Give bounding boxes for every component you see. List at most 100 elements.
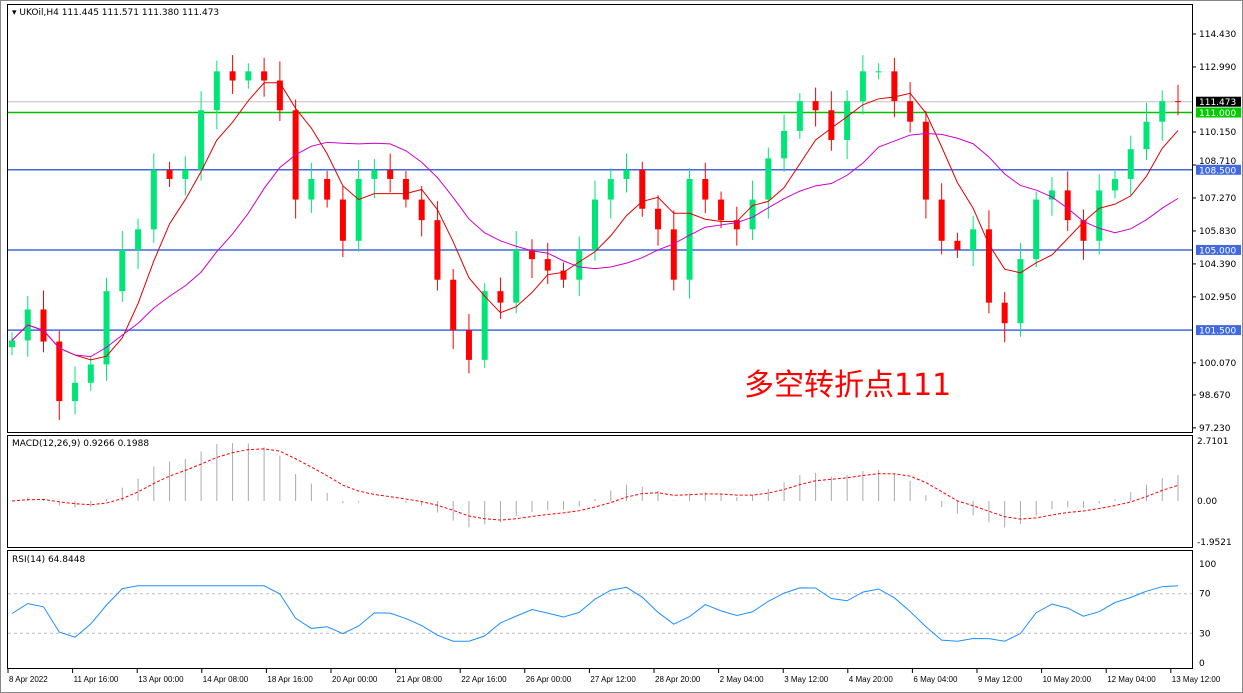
candle-body[interactable] — [450, 279, 457, 331]
candle-body[interactable] — [718, 199, 725, 221]
candle-body[interactable] — [402, 178, 409, 200]
candle-body[interactable] — [1033, 199, 1040, 260]
candle-body[interactable] — [56, 341, 63, 402]
candle-body[interactable] — [229, 71, 236, 81]
candle-body[interactable] — [261, 71, 268, 81]
candle-body[interactable] — [276, 80, 283, 111]
candle-body[interactable] — [1017, 259, 1024, 324]
time-tick-label: 13 Apr 00:00 — [138, 675, 184, 684]
candle-body[interactable] — [418, 199, 425, 221]
time-tick-label: 22 Apr 16:00 — [461, 675, 507, 684]
candle-body[interactable] — [844, 101, 851, 141]
candle-body[interactable] — [324, 178, 331, 200]
candle-body[interactable] — [544, 259, 551, 271]
rsi-tick-label: 30 — [1199, 629, 1211, 639]
time-tick-label: 27 Apr 12:00 — [590, 675, 636, 684]
time-tick-label: 10 May 20:00 — [1043, 675, 1092, 684]
candle-body[interactable] — [528, 249, 535, 260]
candle-body[interactable] — [434, 220, 441, 280]
candle-body[interactable] — [1080, 220, 1087, 241]
candle-body[interactable] — [828, 110, 835, 141]
candle-body[interactable] — [1001, 302, 1008, 324]
candle-body[interactable] — [796, 101, 803, 131]
candle-body[interactable] — [198, 110, 205, 170]
candle-body[interactable] — [592, 199, 598, 250]
rsi-line — [11, 585, 1179, 642]
price-tick-label: 112.990 — [1199, 63, 1236, 73]
candle-body[interactable] — [655, 208, 662, 230]
candle-body[interactable] — [985, 229, 992, 303]
candle-body[interactable] — [907, 101, 914, 122]
candle-body[interactable] — [497, 291, 504, 303]
candle-body[interactable] — [166, 169, 173, 179]
time-tick-label: 4 May 20:00 — [849, 675, 894, 684]
price-level-tag — [1196, 244, 1241, 255]
time-tick-label: 20 Apr 00:00 — [332, 675, 378, 684]
candle-body[interactable] — [623, 169, 630, 179]
candle-body[interactable] — [576, 249, 583, 280]
candle-body[interactable] — [765, 158, 772, 200]
ma-fast-line — [11, 82, 1179, 361]
candle-body[interactable] — [387, 169, 394, 179]
candle-body[interactable] — [513, 249, 520, 303]
candle-body[interactable] — [308, 178, 315, 200]
candle-body[interactable] — [670, 229, 677, 280]
candle-body[interactable] — [40, 309, 47, 342]
price-tick-label: 105.830 — [1199, 227, 1236, 237]
candle-body[interactable] — [1175, 101, 1181, 103]
price-tick-label: 104.390 — [1199, 260, 1236, 270]
rsi-label: RSI(14) 64.8448 — [12, 555, 85, 565]
candle-body[interactable] — [781, 130, 788, 159]
macd-panel — [7, 435, 1193, 548]
candle-body[interactable] — [465, 330, 472, 360]
candle-body[interactable] — [150, 169, 157, 230]
price-tick-label: 97.230 — [1199, 424, 1231, 434]
candle-body[interactable] — [1127, 149, 1134, 179]
candle-body[interactable] — [686, 178, 693, 280]
candle-body[interactable] — [371, 169, 378, 179]
candle-body[interactable] — [182, 169, 189, 179]
time-tick-label: 26 Apr 00:00 — [526, 675, 572, 684]
candle-body[interactable] — [135, 229, 142, 250]
candle-body[interactable] — [1159, 101, 1166, 122]
candle-body[interactable] — [702, 178, 709, 200]
candle-body[interactable] — [938, 199, 945, 241]
candle-body[interactable] — [72, 382, 79, 402]
candle-body[interactable] — [639, 169, 646, 209]
candle-body[interactable] — [970, 229, 977, 250]
candle-body[interactable] — [812, 101, 819, 111]
candle-body[interactable] — [607, 178, 614, 200]
rsi-panel — [7, 550, 1193, 669]
candle-body[interactable] — [733, 220, 740, 230]
candle-body[interactable] — [749, 199, 756, 230]
candle-body[interactable] — [213, 71, 220, 111]
candle-body[interactable] — [1096, 190, 1103, 241]
price-level-tag — [1196, 96, 1241, 107]
time-tick-label: 14 Apr 08:00 — [203, 675, 249, 684]
time-tick-label: 6 May 04:00 — [913, 675, 958, 684]
candle-body[interactable] — [119, 249, 126, 292]
time-tick-label: 9 May 12:00 — [978, 675, 1023, 684]
rsi-tick-label: 70 — [1199, 590, 1211, 600]
candle-body[interactable] — [339, 199, 346, 241]
price-tick-label: 110.150 — [1199, 128, 1236, 138]
candle-body[interactable] — [875, 71, 882, 73]
time-tick-label: 18 Apr 16:00 — [267, 675, 313, 684]
candle-body[interactable] — [1143, 121, 1150, 150]
candle-body[interactable] — [859, 71, 866, 102]
candle-body[interactable] — [355, 178, 362, 241]
candle-body[interactable] — [1048, 190, 1055, 200]
candle-body[interactable] — [9, 340, 15, 348]
candle-body[interactable] — [103, 291, 110, 365]
macd-tick-label: 0.00 — [1197, 497, 1217, 507]
candle-body[interactable] — [481, 291, 488, 360]
candle-body[interactable] — [954, 240, 961, 250]
candle-body[interactable] — [1111, 178, 1118, 191]
candle-body[interactable] — [87, 364, 94, 383]
candle-body[interactable] — [891, 71, 898, 102]
candle-body[interactable] — [245, 71, 252, 81]
candle-body[interactable] — [560, 270, 567, 280]
candle-body[interactable] — [922, 121, 929, 200]
candle-body[interactable] — [1064, 190, 1071, 221]
